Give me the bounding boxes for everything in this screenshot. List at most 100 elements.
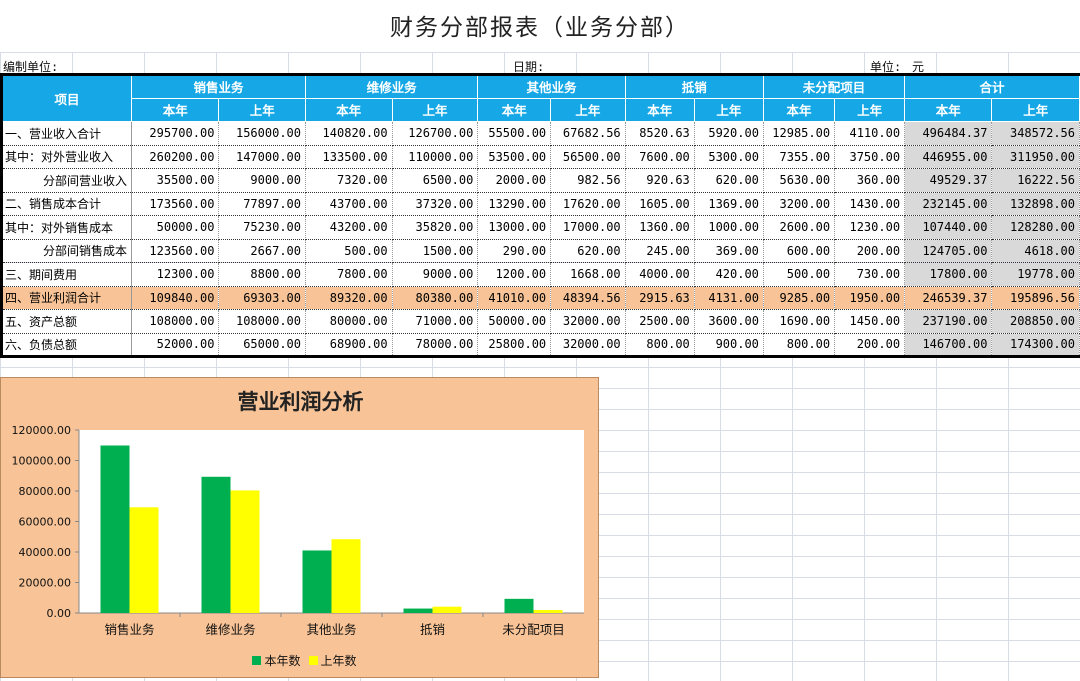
table-cell[interactable]: 360.00: [834, 168, 906, 193]
table-cell[interactable]: 311950.00: [991, 145, 1080, 169]
table-cell[interactable]: 43200.00: [305, 215, 393, 240]
table-cell[interactable]: 3200.00: [763, 192, 836, 216]
table-cell[interactable]: 13000.00: [477, 215, 552, 240]
table-cell[interactable]: 41010.00: [477, 286, 552, 310]
table-cell[interactable]: 295700.00: [131, 121, 220, 146]
header-prior-year[interactable]: 上年: [991, 98, 1080, 122]
table-cell[interactable]: 1360.00: [625, 215, 695, 240]
row-label[interactable]: 一、营业收入合计: [0, 121, 133, 146]
profit-chart[interactable]: 营业利润分析 0.00 20000.00 40000.00 60000.00 80000…: [0, 377, 599, 678]
table-cell[interactable]: 496484.37: [904, 121, 993, 146]
header-prior-year[interactable]: 上年: [392, 98, 479, 122]
header-prior-year[interactable]: 上年: [834, 98, 906, 122]
table-cell[interactable]: 108000.00: [218, 309, 306, 334]
table-cell[interactable]: 7600.00: [625, 145, 695, 169]
table-cell[interactable]: 900.00: [694, 333, 764, 358]
table-cell[interactable]: 200.00: [834, 239, 906, 263]
row-label[interactable]: 六、负债总额: [0, 333, 133, 358]
table-cell[interactable]: 369.00: [694, 239, 764, 263]
table-cell[interactable]: 174300.00: [991, 333, 1080, 358]
table-cell[interactable]: 260200.00: [131, 145, 220, 169]
table-cell[interactable]: 1668.00: [550, 262, 626, 287]
table-cell[interactable]: 12300.00: [131, 262, 220, 287]
header-group[interactable]: 维修业务: [305, 74, 479, 99]
table-cell[interactable]: 5300.00: [694, 145, 764, 169]
table-cell[interactable]: 5630.00: [763, 168, 836, 193]
table-cell[interactable]: 12985.00: [763, 121, 836, 146]
header-current-year[interactable]: 本年: [904, 98, 993, 122]
table-cell[interactable]: 126700.00: [392, 121, 479, 146]
row-label[interactable]: 二、销售成本合计: [0, 192, 133, 216]
table-cell[interactable]: 982.56: [550, 168, 626, 193]
table-cell[interactable]: 1200.00: [477, 262, 552, 287]
table-cell[interactable]: 800.00: [763, 333, 836, 358]
table-cell[interactable]: 1430.00: [834, 192, 906, 216]
table-cell[interactable]: 420.00: [694, 262, 764, 287]
header-current-year[interactable]: 本年: [305, 98, 393, 122]
table-cell[interactable]: 132898.00: [991, 192, 1080, 216]
table-cell[interactable]: 4131.00: [694, 286, 764, 310]
table-cell[interactable]: 52000.00: [131, 333, 220, 358]
table-cell[interactable]: 2915.63: [625, 286, 695, 310]
table-cell[interactable]: 290.00: [477, 239, 552, 263]
header-item[interactable]: 项目: [0, 74, 133, 122]
table-cell[interactable]: 348572.56: [991, 121, 1080, 146]
table-cell[interactable]: 133500.00: [305, 145, 393, 169]
table-cell[interactable]: 37320.00: [392, 192, 479, 216]
row-label[interactable]: 三、期间费用: [0, 262, 133, 287]
table-cell[interactable]: 2000.00: [477, 168, 552, 193]
table-cell[interactable]: 200.00: [834, 333, 906, 358]
table-cell[interactable]: 78000.00: [392, 333, 479, 358]
table-cell[interactable]: 65000.00: [218, 333, 306, 358]
table-cell[interactable]: 1950.00: [834, 286, 906, 310]
table-cell[interactable]: 237190.00: [904, 309, 993, 334]
row-label[interactable]: 四、营业利润合计: [0, 286, 133, 310]
row-label[interactable]: 其中：对外营业收入: [0, 145, 133, 169]
table-cell[interactable]: 53500.00: [477, 145, 552, 169]
table-cell[interactable]: 2600.00: [763, 215, 836, 240]
table-cell[interactable]: 32000.00: [550, 333, 626, 358]
table-cell[interactable]: 1605.00: [625, 192, 695, 216]
header-group[interactable]: 合计: [904, 74, 1080, 99]
table-cell[interactable]: 3750.00: [834, 145, 906, 169]
header-group[interactable]: 未分配项目: [763, 74, 906, 99]
table-cell[interactable]: 173560.00: [131, 192, 220, 216]
table-cell[interactable]: 9285.00: [763, 286, 836, 310]
table-cell[interactable]: 195896.56: [991, 286, 1080, 310]
table-cell[interactable]: 1690.00: [763, 309, 836, 334]
table-cell[interactable]: 68900.00: [305, 333, 393, 358]
table-cell[interactable]: 446955.00: [904, 145, 993, 169]
table-cell[interactable]: 9000.00: [392, 262, 479, 287]
table-cell[interactable]: 7320.00: [305, 168, 393, 193]
table-cell[interactable]: 4618.00: [991, 239, 1080, 263]
table-cell[interactable]: 147000.00: [218, 145, 306, 169]
table-cell[interactable]: 620.00: [550, 239, 626, 263]
table-cell[interactable]: 2667.00: [218, 239, 306, 263]
table-cell[interactable]: 50000.00: [477, 309, 552, 334]
header-prior-year[interactable]: 上年: [694, 98, 764, 122]
table-cell[interactable]: 1230.00: [834, 215, 906, 240]
table-cell[interactable]: 19778.00: [991, 262, 1080, 287]
table-cell[interactable]: 13290.00: [477, 192, 552, 216]
table-cell[interactable]: 124705.00: [904, 239, 993, 263]
table-cell[interactable]: 245.00: [625, 239, 695, 263]
table-cell[interactable]: 108000.00: [131, 309, 220, 334]
table-cell[interactable]: 80000.00: [305, 309, 393, 334]
table-cell[interactable]: 75230.00: [218, 215, 306, 240]
table-cell[interactable]: 71000.00: [392, 309, 479, 334]
table-cell[interactable]: 110000.00: [392, 145, 479, 169]
table-cell[interactable]: 107440.00: [904, 215, 993, 240]
table-cell[interactable]: 246539.37: [904, 286, 993, 310]
table-cell[interactable]: 48394.56: [550, 286, 626, 310]
table-cell[interactable]: 800.00: [625, 333, 695, 358]
header-group[interactable]: 销售业务: [131, 74, 306, 99]
table-cell[interactable]: 69303.00: [218, 286, 306, 310]
table-cell[interactable]: 49529.37: [904, 168, 993, 193]
row-label[interactable]: 分部间营业收入: [0, 168, 133, 193]
table-cell[interactable]: 80380.00: [392, 286, 479, 310]
table-cell[interactable]: 500.00: [763, 262, 836, 287]
row-label[interactable]: 其中：对外销售成本: [0, 215, 133, 240]
table-cell[interactable]: 17800.00: [904, 262, 993, 287]
table-cell[interactable]: 2500.00: [625, 309, 695, 334]
table-cell[interactable]: 4110.00: [834, 121, 906, 146]
